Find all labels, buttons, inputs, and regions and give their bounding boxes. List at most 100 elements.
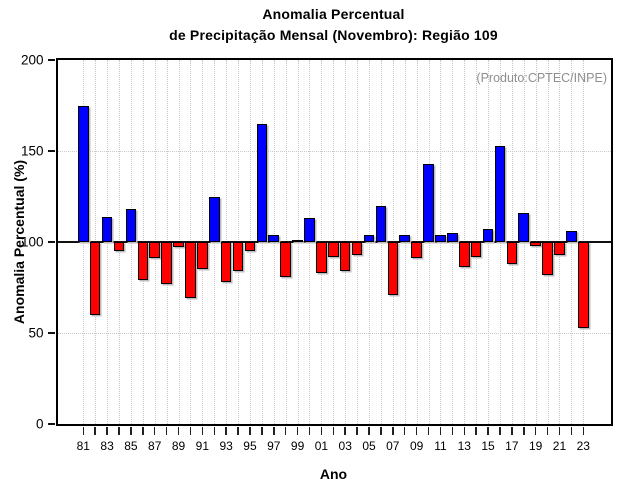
x-axis-tick [249, 426, 251, 435]
x-axis-tick [582, 426, 585, 435]
x-axis-tick [403, 426, 406, 435]
bar-year-18 [518, 212, 530, 242]
bar-year-82 [89, 242, 101, 315]
x-axis-tick [142, 426, 144, 435]
x-axis-tick [380, 426, 382, 435]
x-axis-tick-label: 03 [338, 439, 352, 453]
x-axis-tick [320, 426, 323, 435]
bar-year-98 [280, 242, 291, 277]
y-axis-tick [48, 241, 55, 243]
y-axis-tick-label: 150 [20, 143, 44, 159]
x-axis-tick [534, 426, 537, 435]
x-axis-tick [273, 426, 275, 435]
bar-year-10 [423, 163, 434, 242]
bar-year-08 [399, 234, 411, 242]
bar-year-00 [304, 218, 315, 242]
x-axis-tick [546, 426, 549, 435]
x-axis-tick-label: 91 [195, 439, 210, 453]
x-axis-tick-label: 95 [243, 439, 257, 453]
x-axis-tick-label: 81 [76, 439, 90, 453]
bar-year-23 [578, 242, 589, 328]
x-axis-tick-label: 83 [100, 439, 114, 453]
y-axis-tick [48, 332, 55, 334]
x-axis-tick [106, 426, 108, 435]
bar-year-88 [161, 242, 172, 284]
x-axis-title: Ano [319, 466, 348, 482]
chart-title-line1: Anomalia Percentual [262, 6, 405, 22]
bar-year-87 [149, 242, 161, 259]
horizontal-gridline [57, 151, 611, 152]
x-axis-tick [261, 426, 263, 435]
x-axis-tick-label: 89 [171, 439, 186, 453]
x-axis-tick [237, 426, 239, 435]
x-axis-tick-label: 15 [481, 439, 495, 453]
x-axis-tick-label: 97 [267, 439, 281, 453]
x-axis-tick-label: 99 [290, 439, 305, 453]
bar-year-11 [435, 234, 446, 242]
x-axis-tick [558, 426, 561, 435]
x-axis-tick-label: 01 [314, 439, 329, 453]
plot-area [57, 60, 611, 424]
x-axis-tick-label: 87 [148, 439, 162, 453]
x-axis-tick [523, 426, 525, 435]
x-axis-tick-label: 19 [528, 439, 543, 453]
product-credit-label: (Produto:CPTEC/INPE) [476, 71, 607, 85]
x-axis-tick [427, 426, 430, 435]
y-axis-tick [48, 59, 55, 61]
bar-year-16 [494, 145, 506, 242]
x-axis-tick [82, 426, 85, 435]
x-axis-tick-label: 21 [552, 439, 567, 453]
bar-year-89 [173, 242, 184, 248]
bar-year-81 [78, 105, 89, 242]
x-axis-tick [296, 426, 299, 435]
bar-year-12 [447, 232, 458, 242]
x-axis-tick [153, 426, 156, 435]
bar-year-90 [185, 242, 196, 299]
bar-year-86 [137, 242, 149, 281]
x-axis-tick-label: 07 [386, 439, 400, 453]
bar-year-20 [542, 242, 553, 275]
x-axis-tick [332, 426, 335, 435]
x-axis-tick [439, 426, 442, 435]
bar-year-07 [387, 242, 399, 295]
x-axis-tick [356, 426, 358, 435]
x-axis-tick [118, 426, 120, 435]
x-axis-tick [225, 426, 227, 435]
x-axis-tick-label: 09 [409, 439, 424, 453]
x-axis-tick [487, 426, 489, 435]
bar-year-91 [197, 242, 208, 270]
x-axis-tick [570, 426, 573, 435]
x-axis-tick [201, 426, 204, 435]
x-axis-tick-label: 05 [362, 439, 376, 453]
bar-year-92 [208, 196, 220, 242]
x-axis-tick [499, 426, 501, 435]
x-axis-tick-label: 11 [434, 439, 447, 453]
bar-year-13 [458, 242, 470, 268]
x-axis-tick [308, 426, 311, 435]
x-axis-tick [344, 426, 346, 435]
x-axis-tick-label: 23 [576, 439, 590, 453]
chart-title-line2: de Precipitação Mensal (Novembro): Regiã… [169, 27, 498, 43]
x-axis-tick [451, 426, 454, 435]
bar-year-01 [316, 242, 327, 273]
x-axis-tick [189, 426, 192, 435]
y-axis-tick [48, 423, 55, 425]
bar-year-84 [113, 242, 125, 252]
bar-year-06 [375, 205, 387, 242]
bar-year-02 [328, 242, 339, 257]
x-axis-tick-label: 85 [124, 439, 138, 453]
bar-year-14 [470, 242, 482, 257]
y-axis-tick-label: 0 [35, 416, 44, 432]
x-axis-tick [165, 426, 168, 435]
bar-year-99 [292, 240, 303, 243]
x-axis-tick [213, 426, 215, 435]
bar-year-85 [125, 209, 137, 242]
y-axis-tick-label: 50 [28, 325, 44, 341]
bar-year-95 [244, 242, 256, 252]
bar-year-83 [101, 216, 113, 242]
bar-year-19 [530, 242, 541, 246]
x-axis-tick [284, 426, 287, 435]
horizontal-gridline [57, 333, 611, 334]
x-axis-tick [94, 426, 96, 435]
